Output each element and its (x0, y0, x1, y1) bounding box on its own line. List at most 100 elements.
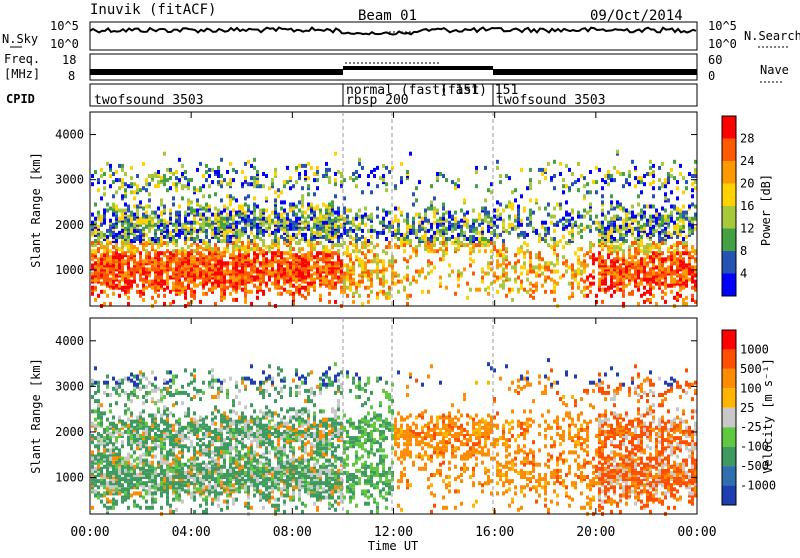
heatmap-cell (454, 223, 457, 227)
heatmap-cell (100, 403, 103, 407)
heatmap-cell (637, 233, 640, 237)
heatmap-cell (691, 286, 694, 290)
heatmap-cell (112, 223, 115, 227)
heatmap-cell (355, 184, 358, 188)
heatmap-cell (487, 243, 490, 247)
heatmap-cell (520, 194, 523, 198)
heatmap-cell (418, 221, 421, 225)
heatmap-cell (298, 176, 301, 180)
heatmap-cell (196, 270, 199, 274)
heatmap-cell (679, 213, 682, 217)
heatmap-cell (637, 180, 640, 184)
heatmap-cell (106, 442, 109, 446)
power-colorbar-label: Power [dB] (759, 174, 773, 246)
heatmap-cell (358, 223, 361, 227)
heatmap-cell (664, 227, 667, 231)
heatmap-cell (562, 255, 565, 259)
colorbar-tick-label: 24 (740, 154, 754, 168)
heatmap-cell (211, 180, 214, 184)
heatmap-cell (238, 229, 241, 233)
heatmap-cell (322, 255, 325, 259)
heatmap-cell (328, 221, 331, 225)
heatmap-cell (403, 219, 406, 223)
heatmap-cell (97, 491, 100, 495)
heatmap-cell (97, 399, 100, 403)
heatmap-cell (364, 261, 367, 265)
heatmap-cell (94, 424, 97, 428)
heatmap-cell (277, 188, 280, 192)
heatmap-cell (679, 251, 682, 255)
heatmap-cell (121, 496, 124, 500)
heatmap-cell (268, 245, 271, 249)
heatmap-cell (190, 249, 193, 253)
heatmap-cell (166, 229, 169, 233)
heatmap-cell (118, 253, 121, 257)
heatmap-cell (346, 286, 349, 290)
heatmap-cell (142, 213, 145, 217)
heatmap-cell (160, 444, 163, 448)
heatmap-cell (322, 221, 325, 225)
heatmap-cell (451, 270, 454, 274)
heatmap-cell (91, 481, 94, 485)
heatmap-cell (667, 270, 670, 274)
heatmap-cell (604, 227, 607, 231)
heatmap-cell (280, 213, 283, 217)
heatmap-cell (604, 235, 607, 239)
heatmap-cell (106, 235, 109, 239)
power-heatmap-cells (91, 150, 697, 308)
heatmap-cell (166, 255, 169, 259)
heatmap-cell (97, 211, 100, 215)
heatmap-cell (313, 243, 316, 247)
heatmap-cell (313, 286, 316, 290)
heatmap-cell (235, 247, 238, 251)
heatmap-cell (388, 292, 391, 296)
heatmap-cell (610, 284, 613, 288)
heatmap-cell (571, 286, 574, 290)
heatmap-cell (112, 506, 115, 510)
heatmap-cell (295, 286, 298, 290)
heatmap-cell (175, 282, 178, 286)
heatmap-cell (262, 280, 265, 284)
heatmap-cell (301, 164, 304, 168)
heatmap-cell (418, 213, 421, 217)
heatmap-cell (685, 302, 688, 306)
heatmap-cell (688, 205, 691, 209)
heatmap-cell (301, 215, 304, 219)
heatmap-cell (130, 379, 133, 383)
colorbar-swatch (722, 116, 736, 139)
heatmap-cell (196, 235, 199, 239)
heatmap-cell (352, 223, 355, 227)
heatmap-cell (91, 231, 94, 235)
heatmap-cell (481, 219, 484, 223)
heatmap-cell (301, 211, 304, 215)
heatmap-cell (106, 393, 109, 397)
heatmap-cell (667, 247, 670, 251)
heatmap-cell (94, 489, 97, 493)
heatmap-cell (520, 219, 523, 223)
heatmap-cell (172, 235, 175, 239)
heatmap-cell (367, 270, 370, 274)
heatmap-cell (157, 286, 160, 290)
heatmap-cell (448, 221, 451, 225)
heatmap-cell (376, 261, 379, 265)
heatmap-cell (142, 485, 145, 489)
freq-right-tick-top: 60 (708, 53, 722, 67)
heatmap-cell (664, 257, 667, 261)
heatmap-cell (607, 286, 610, 290)
heatmap-cell (334, 178, 337, 182)
heatmap-cell (421, 290, 424, 294)
heatmap-cell (145, 215, 148, 219)
heatmap-cell (115, 233, 118, 237)
heatmap-cell (373, 253, 376, 257)
heatmap-cell (370, 249, 373, 253)
heatmap-cell (529, 217, 532, 221)
heatmap-cell (367, 243, 370, 247)
heatmap-cell (97, 178, 100, 182)
heatmap-cell (397, 274, 400, 278)
heatmap-cell (157, 294, 160, 298)
heatmap-cell (157, 215, 160, 219)
heatmap-cell (385, 280, 388, 284)
heatmap-cell (259, 209, 262, 213)
heatmap-cell (250, 247, 253, 251)
heatmap-cell (676, 223, 679, 227)
